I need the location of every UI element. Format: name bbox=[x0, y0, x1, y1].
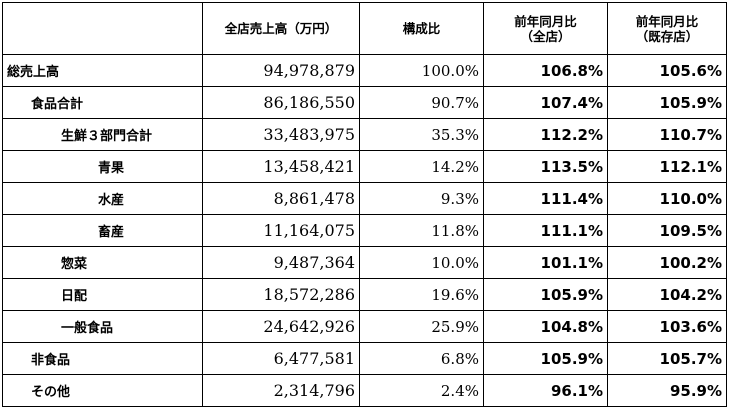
row-label: 生鮮３部門合計 bbox=[2, 118, 203, 151]
ratio-value: 6.8% bbox=[359, 342, 484, 375]
sales-value: 6,477,581 bbox=[202, 342, 360, 375]
ratio-value: 14.2% bbox=[359, 150, 484, 183]
yoy-existing-value: 109.5% bbox=[607, 214, 727, 247]
yoy-all-value: 106.8% bbox=[483, 54, 608, 87]
yoy-all-value: 113.5% bbox=[483, 150, 608, 183]
header-ratio: 構成比 bbox=[359, 2, 484, 55]
header-yoy-existing-line2: （既存店） bbox=[635, 28, 699, 44]
table-row: 惣菜 9,487,364 10.0% 101.1% 100.2% bbox=[2, 246, 727, 279]
header-yoy-all: 前年同月比 （全店） bbox=[483, 2, 608, 55]
table-row: 水産 8,861,478 9.3% 111.4% 110.0% bbox=[2, 182, 727, 215]
yoy-all-value: 101.1% bbox=[483, 246, 608, 279]
ratio-value: 90.7% bbox=[359, 86, 484, 119]
ratio-value: 100.0% bbox=[359, 54, 484, 87]
row-label: 一般食品 bbox=[2, 310, 203, 343]
row-label: その他 bbox=[2, 374, 203, 407]
yoy-all-value: 105.9% bbox=[483, 342, 608, 375]
sales-value: 11,164,075 bbox=[202, 214, 360, 247]
sales-value: 86,186,550 bbox=[202, 86, 360, 119]
row-label: 食品合計 bbox=[2, 86, 203, 119]
row-label: 惣菜 bbox=[2, 246, 203, 279]
header-yoy-all-line1: 前年同月比 bbox=[514, 13, 577, 29]
table-row: 生鮮３部門合計 33,483,975 35.3% 112.2% 110.7% bbox=[2, 118, 727, 151]
ratio-value: 11.8% bbox=[359, 214, 484, 247]
table-row: 一般食品 24,642,926 25.9% 104.8% 103.6% bbox=[2, 310, 727, 343]
yoy-existing-value: 110.0% bbox=[607, 182, 727, 215]
yoy-existing-value: 95.9% bbox=[607, 374, 727, 407]
header-sales: 全店売上高（万円） bbox=[202, 2, 360, 55]
sales-value: 94,978,879 bbox=[202, 54, 360, 87]
yoy-all-value: 111.4% bbox=[483, 182, 608, 215]
row-label: 青果 bbox=[2, 150, 203, 183]
header-yoy-existing-line1: 前年同月比 bbox=[635, 13, 699, 29]
row-label: 日配 bbox=[2, 278, 203, 311]
yoy-all-value: 107.4% bbox=[483, 86, 608, 119]
yoy-all-value: 105.9% bbox=[483, 278, 608, 311]
table-row: 総売上高 94,978,879 100.0% 106.8% 105.6% bbox=[2, 54, 727, 87]
yoy-all-value: 112.2% bbox=[483, 118, 608, 151]
sales-value: 9,487,364 bbox=[202, 246, 360, 279]
sales-table: 全店売上高（万円） 構成比 前年同月比 （全店） 前年同月比 （既存店） 総売上… bbox=[2, 2, 727, 407]
ratio-value: 19.6% bbox=[359, 278, 484, 311]
table-row: 食品合計 86,186,550 90.7% 107.4% 105.9% bbox=[2, 86, 727, 119]
sales-value: 13,458,421 bbox=[202, 150, 360, 183]
header-yoy-all-line2: （全店） bbox=[520, 28, 571, 44]
sales-value: 2,314,796 bbox=[202, 374, 360, 407]
table-row: 非食品 6,477,581 6.8% 105.9% 105.7% bbox=[2, 342, 727, 375]
table-row: その他 2,314,796 2.4% 96.1% 95.9% bbox=[2, 374, 727, 407]
yoy-existing-value: 105.6% bbox=[607, 54, 727, 87]
header-row: 全店売上高（万円） 構成比 前年同月比 （全店） 前年同月比 （既存店） bbox=[2, 2, 727, 55]
yoy-existing-value: 110.7% bbox=[607, 118, 727, 151]
yoy-existing-value: 103.6% bbox=[607, 310, 727, 343]
yoy-existing-value: 105.7% bbox=[607, 342, 727, 375]
ratio-value: 25.9% bbox=[359, 310, 484, 343]
row-label: 水産 bbox=[2, 182, 203, 215]
yoy-existing-value: 104.2% bbox=[607, 278, 727, 311]
ratio-value: 10.0% bbox=[359, 246, 484, 279]
yoy-all-value: 111.1% bbox=[483, 214, 608, 247]
yoy-all-value: 96.1% bbox=[483, 374, 608, 407]
yoy-existing-value: 100.2% bbox=[607, 246, 727, 279]
header-yoy-existing: 前年同月比 （既存店） bbox=[607, 2, 727, 55]
sales-value: 24,642,926 bbox=[202, 310, 360, 343]
sales-value: 8,861,478 bbox=[202, 182, 360, 215]
table-row: 日配 18,572,286 19.6% 105.9% 104.2% bbox=[2, 278, 727, 311]
header-label-cell bbox=[2, 2, 203, 55]
ratio-value: 35.3% bbox=[359, 118, 484, 151]
row-label: 総売上高 bbox=[2, 54, 203, 87]
yoy-existing-value: 112.1% bbox=[607, 150, 727, 183]
yoy-existing-value: 105.9% bbox=[607, 86, 727, 119]
table-row: 畜産 11,164,075 11.8% 111.1% 109.5% bbox=[2, 214, 727, 247]
ratio-value: 2.4% bbox=[359, 374, 484, 407]
yoy-all-value: 104.8% bbox=[483, 310, 608, 343]
row-label: 非食品 bbox=[2, 342, 203, 375]
ratio-value: 9.3% bbox=[359, 182, 484, 215]
sales-value: 18,572,286 bbox=[202, 278, 360, 311]
table-row: 青果 13,458,421 14.2% 113.5% 112.1% bbox=[2, 150, 727, 183]
sales-value: 33,483,975 bbox=[202, 118, 360, 151]
row-label: 畜産 bbox=[2, 214, 203, 247]
